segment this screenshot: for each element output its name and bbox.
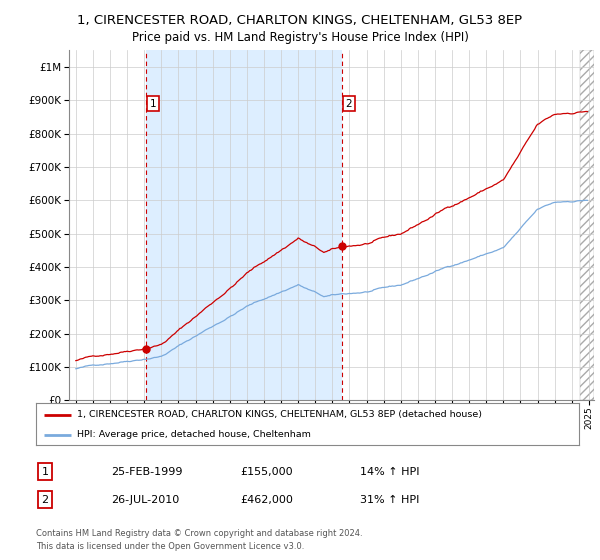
- Text: HPI: Average price, detached house, Cheltenham: HPI: Average price, detached house, Chel…: [77, 430, 311, 439]
- Text: Price paid vs. HM Land Registry's House Price Index (HPI): Price paid vs. HM Land Registry's House …: [131, 31, 469, 44]
- Text: 2: 2: [345, 99, 352, 109]
- Text: 26-JUL-2010: 26-JUL-2010: [111, 494, 179, 505]
- Text: 2: 2: [41, 494, 49, 505]
- Text: 25-FEB-1999: 25-FEB-1999: [111, 466, 182, 477]
- Text: 1: 1: [41, 466, 49, 477]
- Text: 1: 1: [150, 99, 157, 109]
- Text: £155,000: £155,000: [240, 466, 293, 477]
- Text: 1, CIRENCESTER ROAD, CHARLTON KINGS, CHELTENHAM, GL53 8EP: 1, CIRENCESTER ROAD, CHARLTON KINGS, CHE…: [77, 14, 523, 27]
- Text: £462,000: £462,000: [240, 494, 293, 505]
- Bar: [580, 50, 594, 400]
- Bar: [146, 50, 342, 400]
- Text: 1, CIRENCESTER ROAD, CHARLTON KINGS, CHELTENHAM, GL53 8EP (detached house): 1, CIRENCESTER ROAD, CHARLTON KINGS, CHE…: [77, 410, 482, 419]
- Text: Contains HM Land Registry data © Crown copyright and database right 2024.
This d: Contains HM Land Registry data © Crown c…: [36, 529, 362, 550]
- Text: 31% ↑ HPI: 31% ↑ HPI: [360, 494, 419, 505]
- Text: 14% ↑ HPI: 14% ↑ HPI: [360, 466, 419, 477]
